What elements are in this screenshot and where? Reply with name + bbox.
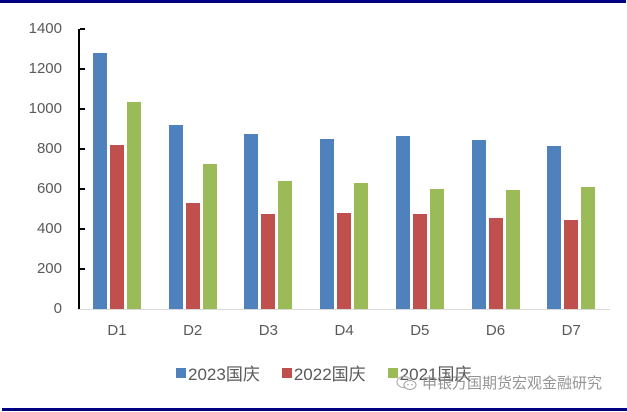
legend-swatch <box>387 367 398 378</box>
x-tick-label: D7 <box>561 322 581 339</box>
bar-D7-0 <box>547 146 562 309</box>
legend-swatch <box>176 367 186 378</box>
y-tick-label: 800 <box>36 140 62 157</box>
bottom-border <box>2 408 627 411</box>
bar-D7-1 <box>564 220 579 309</box>
watermark: 申银万国期货宏观金融研究 <box>396 372 602 393</box>
bar-D3-1 <box>261 214 276 309</box>
watermark-text: 申银万国期货宏观金融研究 <box>422 375 603 392</box>
x-tick-label: D5 <box>410 322 430 339</box>
y-tick-mark <box>80 68 85 70</box>
legend-item-2023: 2023国庆 <box>176 360 260 385</box>
legend: 2023国庆 2022国庆 2021国庆 <box>176 360 471 385</box>
bar-D4-1 <box>337 213 352 309</box>
x-tick-label: D3 <box>258 322 278 339</box>
legend-item-2021: 2021国庆 <box>387 360 472 385</box>
y-tick-mark <box>80 108 85 110</box>
bar-D7-2 <box>581 187 596 309</box>
bar-D2-2 <box>202 164 217 309</box>
bar-D5-1 <box>412 214 427 309</box>
bar-D1-1 <box>110 145 124 309</box>
y-tick-mark <box>80 268 85 270</box>
bar-D6-1 <box>488 218 503 309</box>
bar-D1-0 <box>93 53 107 309</box>
bar-D4-0 <box>320 139 335 309</box>
y-tick-label: 1400 <box>28 20 62 37</box>
bar-D5-2 <box>429 189 444 309</box>
x-tick-label: D6 <box>485 322 506 339</box>
bar-D2-1 <box>185 203 200 309</box>
y-tick-label: 0 <box>53 300 62 317</box>
y-tick-label: 200 <box>36 260 62 277</box>
y-axis <box>78 29 80 310</box>
bar-D6-2 <box>505 190 520 309</box>
bar-D6-0 <box>471 140 486 309</box>
bar-D4-2 <box>354 183 369 309</box>
y-tick-label: 1000 <box>28 100 62 117</box>
x-tick-label: D2 <box>183 322 203 339</box>
y-tick-label: 600 <box>36 180 62 197</box>
legend-swatch <box>281 367 292 378</box>
bar-D3-0 <box>244 134 259 309</box>
y-tick-mark <box>80 148 85 150</box>
legend-label: 2021国庆 <box>399 365 472 384</box>
y-tick-mark <box>80 188 85 190</box>
y-tick-label: 400 <box>36 220 62 237</box>
wechat-icon <box>396 375 417 390</box>
bar-D1-2 <box>127 102 141 309</box>
x-tick-label: D1 <box>107 322 127 339</box>
y-tick-mark <box>80 28 85 30</box>
bar-D5-0 <box>395 136 410 309</box>
bar-D3-2 <box>278 181 293 309</box>
x-tick-label: D4 <box>334 322 354 339</box>
top-border <box>0 0 626 3</box>
legend-label: 2023国庆 <box>188 365 260 384</box>
bar-D2-0 <box>168 125 183 309</box>
legend-label: 2022国庆 <box>293 365 366 384</box>
y-tick-mark <box>80 228 85 230</box>
legend-item-2022: 2022国庆 <box>281 360 366 385</box>
x-axis <box>78 309 610 310</box>
y-tick-label: 1200 <box>28 60 62 77</box>
